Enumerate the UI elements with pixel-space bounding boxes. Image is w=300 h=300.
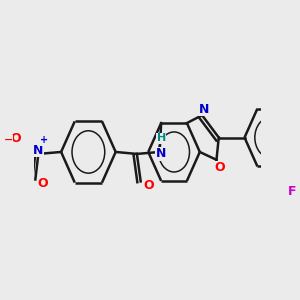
Text: F: F (288, 185, 296, 198)
Text: O: O (10, 132, 21, 145)
Text: O: O (143, 179, 154, 192)
Text: N: N (33, 143, 43, 157)
Text: H: H (157, 133, 166, 143)
Text: +: + (40, 135, 49, 145)
Text: −: − (3, 135, 13, 145)
Text: N: N (156, 147, 166, 161)
Text: N: N (198, 103, 209, 116)
Text: O: O (214, 161, 225, 174)
Text: O: O (38, 177, 48, 190)
